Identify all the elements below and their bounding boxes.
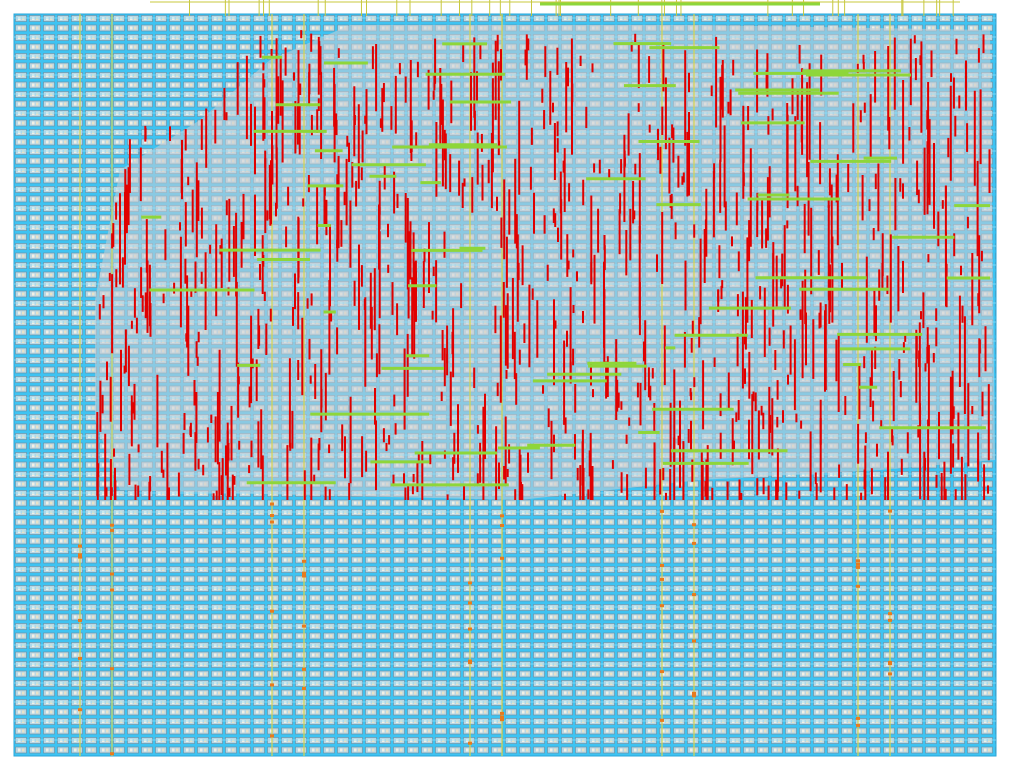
via bbox=[856, 723, 860, 727]
via bbox=[78, 656, 82, 660]
via bbox=[270, 502, 274, 506]
via bbox=[660, 604, 664, 608]
via bbox=[302, 624, 306, 628]
via bbox=[110, 572, 114, 576]
via bbox=[270, 520, 274, 524]
via bbox=[500, 718, 504, 722]
via bbox=[302, 667, 306, 671]
via bbox=[468, 581, 472, 585]
via bbox=[856, 716, 860, 720]
via bbox=[660, 670, 664, 674]
via bbox=[888, 618, 892, 622]
via bbox=[302, 574, 306, 578]
via bbox=[78, 618, 82, 622]
via bbox=[692, 523, 696, 527]
routing-layer bbox=[14, 0, 996, 756]
via bbox=[110, 528, 114, 532]
via bbox=[500, 514, 504, 518]
via bbox=[302, 559, 306, 563]
via bbox=[500, 556, 504, 560]
via bbox=[856, 562, 860, 566]
congested-region bbox=[95, 25, 995, 500]
via bbox=[888, 612, 892, 616]
via bbox=[856, 559, 860, 563]
via bbox=[110, 523, 114, 527]
via bbox=[270, 683, 274, 687]
via bbox=[888, 672, 892, 676]
via bbox=[692, 639, 696, 643]
via bbox=[110, 752, 114, 756]
via bbox=[78, 555, 82, 559]
via bbox=[270, 514, 274, 517]
via bbox=[692, 694, 696, 698]
via bbox=[468, 659, 472, 663]
via bbox=[856, 565, 860, 569]
via bbox=[692, 541, 696, 545]
via bbox=[110, 667, 114, 671]
via bbox=[78, 544, 82, 548]
via bbox=[888, 509, 892, 513]
via bbox=[78, 708, 82, 712]
via bbox=[500, 711, 504, 715]
via bbox=[302, 571, 306, 575]
via bbox=[856, 584, 860, 588]
via bbox=[500, 524, 504, 527]
via bbox=[660, 718, 664, 722]
via bbox=[110, 588, 114, 592]
via bbox=[660, 509, 664, 513]
via bbox=[500, 715, 504, 719]
via bbox=[468, 627, 472, 631]
via bbox=[270, 609, 274, 613]
via bbox=[660, 564, 664, 567]
via bbox=[888, 662, 892, 666]
via bbox=[302, 687, 306, 690]
via bbox=[660, 577, 664, 581]
via bbox=[270, 734, 274, 738]
via bbox=[468, 741, 472, 745]
via bbox=[692, 691, 696, 695]
via bbox=[692, 593, 696, 597]
via bbox=[468, 601, 472, 605]
via bbox=[78, 553, 82, 557]
